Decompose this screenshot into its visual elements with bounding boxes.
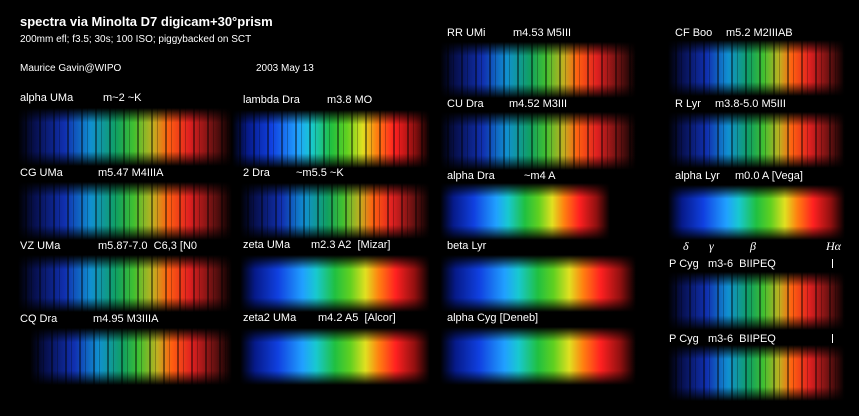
h-alpha-tick bbox=[832, 334, 833, 343]
h-alpha-tick bbox=[832, 259, 833, 268]
star-name: lambda Dra bbox=[243, 94, 300, 106]
star-name: alpha Dra bbox=[447, 170, 495, 182]
spectrum bbox=[30, 328, 232, 385]
star-info: ~m4 A bbox=[524, 170, 556, 182]
spectrum bbox=[18, 108, 232, 166]
star-name: R Lyr bbox=[675, 98, 701, 110]
star-info: m3.8 MO bbox=[327, 94, 372, 106]
spectrum bbox=[440, 327, 636, 385]
spectrum bbox=[668, 40, 845, 96]
star-name: beta Lyr bbox=[447, 240, 486, 252]
subtitle: 200mm efl; f3.5; 30s; 100 ISO; piggyback… bbox=[20, 34, 251, 45]
star-info: m3-6 BIIPEQ bbox=[708, 333, 776, 345]
spectrum bbox=[440, 112, 636, 170]
star-name: alpha Lyr bbox=[675, 170, 720, 182]
spectrum bbox=[668, 272, 845, 330]
line-marker: β bbox=[750, 239, 756, 254]
spectrum bbox=[240, 255, 430, 312]
star-info: m~2 ~K bbox=[103, 92, 142, 104]
spectrum bbox=[232, 110, 430, 168]
star-name: CF Boo bbox=[675, 27, 712, 39]
star-info: m5.2 M2IIIAB bbox=[726, 27, 793, 39]
star-name: RR UMi bbox=[447, 27, 486, 39]
star-info: ~m5.5 ~K bbox=[296, 167, 344, 179]
star-info: m4.52 M3III bbox=[509, 98, 567, 110]
spectrum bbox=[18, 255, 232, 312]
star-name: alpha UMa bbox=[20, 92, 73, 104]
author: Maurice Gavin@WIPO bbox=[20, 63, 121, 74]
date: 2003 May 13 bbox=[256, 63, 314, 74]
star-info: m2.3 A2 [Mizar] bbox=[311, 239, 390, 251]
star-name: zeta UMa bbox=[243, 239, 290, 251]
star-name: alpha Cyg [Deneb] bbox=[447, 312, 538, 324]
spectrum bbox=[240, 328, 430, 385]
spectrum bbox=[440, 183, 610, 240]
line-marker: δ bbox=[683, 239, 689, 254]
page: spectra via Minolta D7 digicam+30°prism … bbox=[0, 0, 859, 416]
star-name: 2 Dra bbox=[243, 167, 270, 179]
star-name: CQ Dra bbox=[20, 313, 57, 325]
spectrum bbox=[668, 112, 845, 168]
star-name: CG UMa bbox=[20, 167, 63, 179]
star-name: VZ UMa bbox=[20, 240, 60, 252]
star-name: P Cyg bbox=[669, 258, 699, 270]
star-info: m3.8-5.0 M5III bbox=[715, 98, 786, 110]
spectrum bbox=[240, 183, 430, 239]
star-info: m3-6 BIIPEQ bbox=[708, 258, 776, 270]
star-name: zeta2 UMa bbox=[243, 312, 296, 324]
star-info: m4.2 A5 [Alcor] bbox=[318, 312, 396, 324]
line-marker: Hα bbox=[826, 239, 841, 254]
title: spectra via Minolta D7 digicam+30°prism bbox=[20, 14, 273, 29]
spectrum bbox=[668, 185, 845, 240]
star-info: m4.53 M5III bbox=[513, 27, 571, 39]
spectrum bbox=[440, 255, 636, 312]
star-name: CU Dra bbox=[447, 98, 484, 110]
spectrum bbox=[440, 42, 636, 98]
spectrum bbox=[18, 182, 232, 240]
line-marker: γ bbox=[709, 239, 714, 254]
star-info: m5.47 M4IIIA bbox=[98, 167, 163, 179]
star-info: m4.95 M3IIIA bbox=[93, 313, 158, 325]
star-info: m0.0 A [Vega] bbox=[735, 170, 803, 182]
star-name: P Cyg bbox=[669, 333, 699, 345]
spectrum bbox=[668, 345, 845, 401]
star-info: m5.87-7.0 C6,3 [N0 bbox=[98, 240, 197, 252]
